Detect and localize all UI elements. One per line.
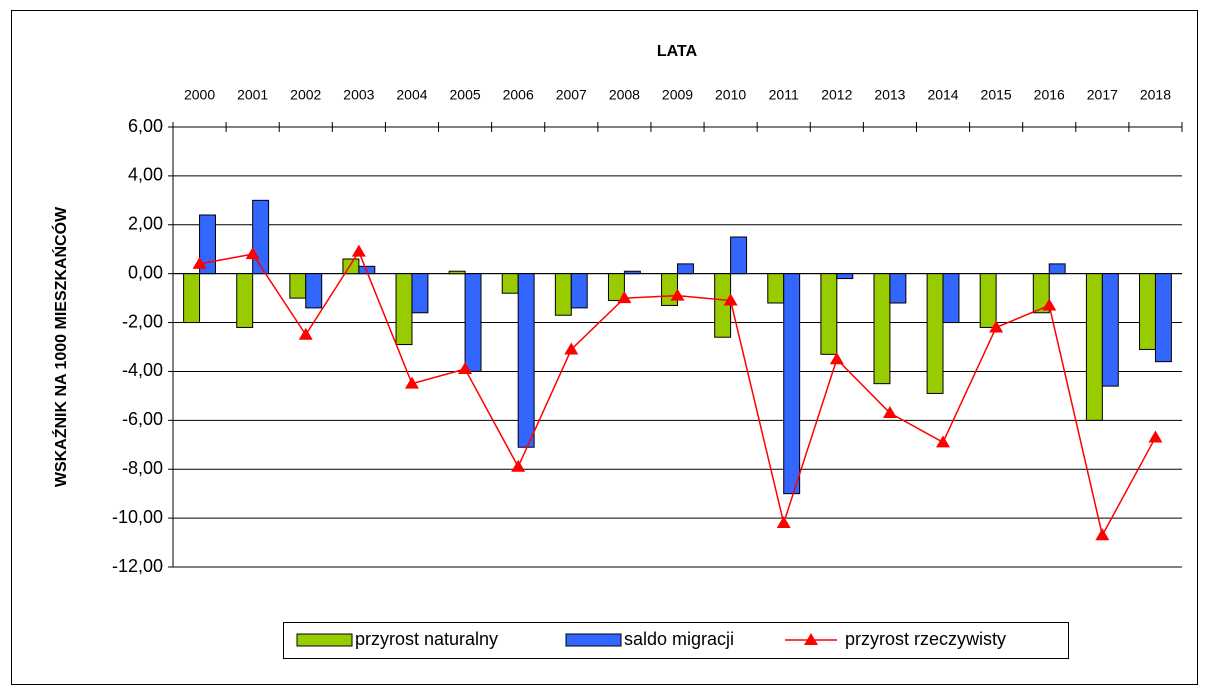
x-tick-label: 2015	[981, 87, 1012, 103]
bar	[1154, 273, 1172, 363]
marker	[723, 293, 738, 306]
x-tick-label: 2017	[1087, 87, 1118, 103]
marker	[829, 352, 844, 365]
bar	[942, 273, 960, 324]
marker	[192, 256, 207, 269]
x-tick-label: 2001	[237, 87, 268, 103]
bar	[836, 273, 854, 280]
x-tick-label: 2012	[821, 87, 852, 103]
bar	[607, 273, 625, 302]
chart-frame	[11, 10, 1198, 685]
chart-title: LATA	[657, 43, 698, 60]
x-tick-label: 2002	[290, 87, 321, 103]
x-tick-label: 2013	[874, 87, 905, 103]
marker	[1148, 430, 1163, 443]
bar	[820, 273, 838, 355]
bar	[926, 273, 944, 394]
legend-box	[283, 622, 1069, 659]
marker	[936, 435, 951, 448]
bar	[889, 273, 907, 304]
x-tick-label: 2000	[184, 87, 215, 103]
legend-swatch	[296, 633, 353, 647]
bar	[623, 270, 641, 275]
marker	[511, 459, 526, 472]
bar	[873, 273, 891, 385]
y-tick-label: -2,00	[122, 311, 163, 331]
x-tick-label: 2003	[343, 87, 374, 103]
y-tick-label: -8,00	[122, 458, 163, 478]
y-tick-label: 4,00	[128, 165, 163, 185]
marker	[617, 291, 632, 304]
bar	[199, 214, 216, 275]
bar	[1139, 273, 1156, 350]
x-tick-label: 2004	[396, 87, 427, 103]
x-tick-label: 2018	[1140, 87, 1171, 103]
bar	[517, 273, 535, 448]
x-tick-label: 2007	[556, 87, 587, 103]
marker	[1095, 528, 1110, 541]
bar	[342, 258, 360, 275]
bar	[979, 273, 997, 328]
bar	[305, 273, 323, 309]
marker	[776, 516, 791, 528]
y-tick-label: -4,00	[122, 360, 163, 380]
y-tick-label: 0,00	[128, 262, 163, 282]
bar	[501, 273, 519, 294]
y-tick-label: 2,00	[128, 214, 163, 234]
bar	[1085, 273, 1103, 421]
marker	[670, 288, 685, 301]
bar	[252, 199, 270, 275]
x-tick-label: 2008	[609, 87, 640, 103]
y-tick-label: -10,00	[112, 507, 163, 527]
marker	[1042, 298, 1057, 311]
marker	[298, 327, 313, 340]
marker	[404, 376, 419, 389]
y-tick-label: 6,00	[128, 116, 163, 136]
bar	[570, 273, 588, 309]
x-tick-label: 2016	[1034, 87, 1065, 103]
bar	[395, 273, 413, 346]
bar	[767, 273, 785, 304]
bar	[783, 273, 801, 495]
y-tick-label: -6,00	[122, 409, 163, 429]
marker	[351, 244, 366, 257]
x-tick-label: 2010	[715, 87, 746, 103]
legend-marker	[804, 633, 818, 645]
x-tick-label: 2006	[503, 87, 534, 103]
y-axis-label: WSKAŹNIK NA 1000 MIESZKAŃCÓW	[51, 206, 70, 487]
bar	[554, 273, 572, 316]
bar	[236, 273, 254, 328]
bar	[661, 273, 678, 306]
bar	[183, 273, 201, 324]
x-tick-label: 2009	[662, 87, 693, 103]
legend-label: przyrost naturalny	[355, 629, 498, 649]
legend-label: przyrost rzeczywisty	[845, 629, 1006, 649]
legend-label: saldo migracji	[624, 629, 734, 649]
marker	[245, 247, 260, 260]
marker	[458, 362, 473, 374]
marker	[882, 406, 897, 418]
bar	[448, 270, 466, 275]
legend-swatch	[565, 633, 622, 647]
x-tick-label: 2014	[927, 87, 958, 103]
y-tick-label: -12,00	[112, 556, 163, 576]
bar	[730, 236, 748, 275]
marker	[564, 342, 579, 355]
bar	[464, 273, 482, 372]
marker	[989, 320, 1004, 333]
bar	[1032, 273, 1050, 314]
x-tick-label: 2005	[450, 87, 481, 103]
bar	[411, 273, 429, 314]
bar	[289, 273, 307, 299]
bar	[1048, 263, 1066, 275]
bar	[1101, 273, 1119, 387]
bar	[677, 263, 694, 275]
x-tick-label: 2011	[769, 87, 799, 103]
